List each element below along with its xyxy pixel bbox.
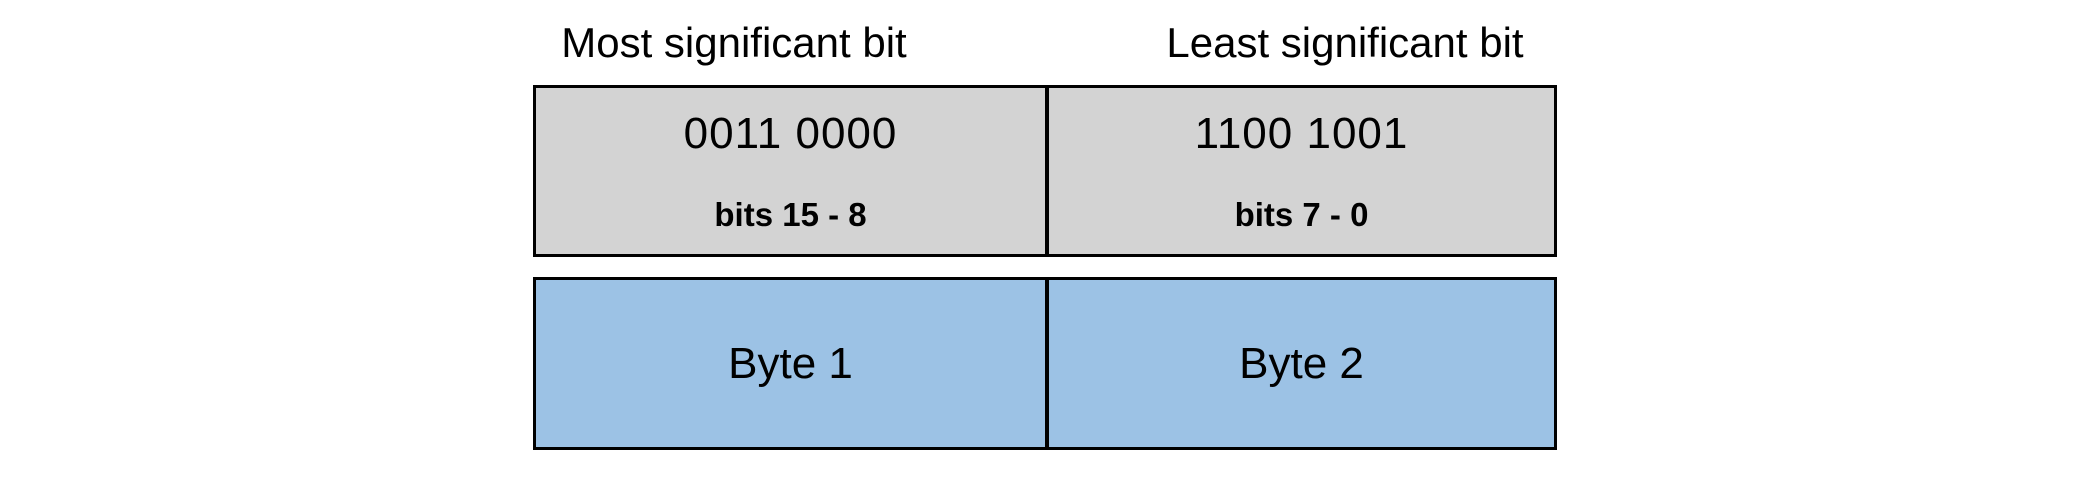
byte-1-cell: Byte 1 (728, 338, 853, 388)
low-byte-binary-value: 1100 1001 (1194, 109, 1409, 158)
high-byte-binary-value: 0011 0000 (683, 109, 898, 158)
low-byte-bits-range-label: bits 7 - 0 (1234, 196, 1369, 233)
byte-2-cell: Byte 2 (1045, 280, 1554, 447)
word-cell-high-byte: 0011 0000 bits 15 - 8 (536, 88, 1045, 254)
lsb-caption: Least significant bit (1166, 19, 1524, 66)
msb-caption: Most significant bit (561, 19, 907, 66)
byte-row-box: Byte 1 Byte 2 (533, 277, 1557, 450)
word-register-box: 0011 0000 bits 15 - 8 1100 1001 bits 7 -… (533, 85, 1557, 257)
high-byte-bits-range-label: bits 15 - 8 (714, 196, 867, 233)
word-cell-low-byte: 1100 1001 bits 7 - 0 (1045, 88, 1554, 254)
caption-row: Most significant bit Least significant b… (533, 14, 1557, 72)
